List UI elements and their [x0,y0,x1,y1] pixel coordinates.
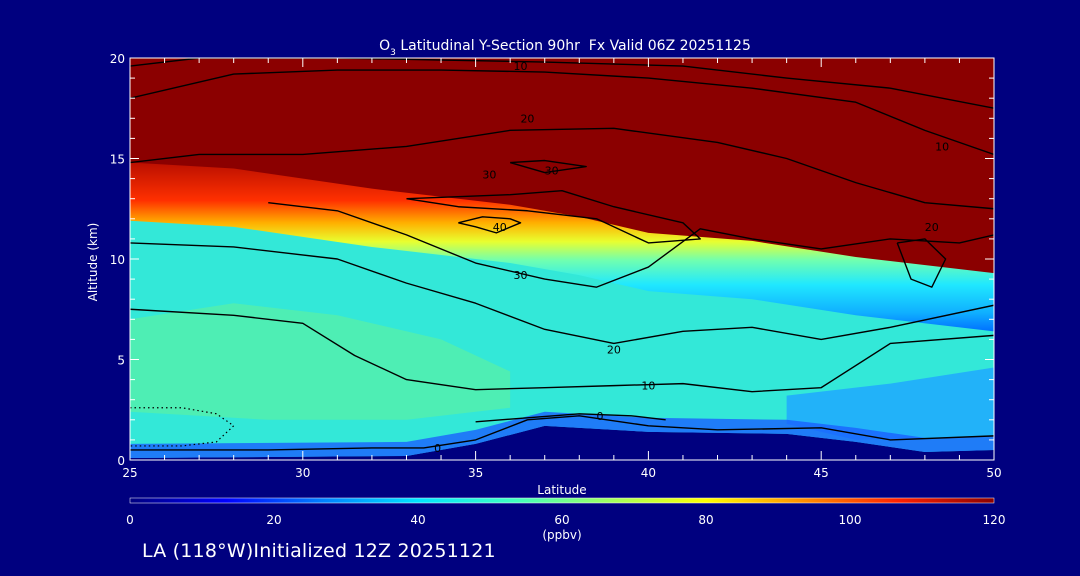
contour-label-20: 20 [520,112,534,125]
y-axis-label: Altitude (km) [86,223,100,302]
contour-label-0: 0 [597,410,604,423]
surface-halo-fill [130,411,994,458]
stratospheric-ozone-fill [130,58,994,274]
contour-line-30 [406,189,701,244]
contour-label-10: 10 [514,60,528,73]
contour-label-20: 20 [925,221,939,234]
ozone-field [130,58,994,460]
contour-label-30: 30 [545,165,559,178]
colorbar-tick-label: 40 [410,513,425,527]
y-tick-label: 20 [110,52,125,66]
contour-label-10: 10 [641,380,655,393]
colorbar: 0 20 40 60 80 100 120 [126,497,1006,527]
contour-label-20: 20 [607,343,621,356]
colorbar-tick-label: 60 [554,513,569,527]
colorbar-tick-label: 80 [698,513,713,527]
x-tick-label: 45 [814,466,829,480]
contour-line-30 [509,159,587,174]
contour-line-30 [268,202,994,288]
surface-minimum-fill [130,425,994,460]
contour-line-10 [130,308,994,393]
colorbar-tick-label: 100 [839,513,862,527]
chart-title: O3 Latitudinal Y-Section 90hr Fx Valid 0… [379,38,751,58]
contour-label-30: 30 [482,169,496,182]
x-tick-label: 40 [641,466,656,480]
contour-line-20 [896,238,947,288]
contour-line-10 [130,58,994,109]
colorbar-gradient [129,497,995,504]
contour-line-20 [130,242,994,345]
y-tick-label: 10 [110,253,125,267]
contour-lines [130,58,994,451]
x-tick-label: 35 [468,466,483,480]
contour-line-40 [458,216,522,234]
y-tick-label: 5 [117,354,125,368]
y-tick-label: 0 [117,454,125,468]
x-tick-label: 30 [295,466,310,480]
contour-line-20 [130,127,994,210]
colorbar-tick-label: 0 [126,513,134,527]
x-tick-label: 25 [122,466,137,480]
plot-area [130,58,994,460]
contour-labels: 0 0 10 20 30 40 30 30 20 10 10 20 [434,60,949,455]
colorbar-unit-label: (ppbv) [542,528,581,542]
axes: 25 30 35 40 45 50 0 5 10 15 20 [110,52,1002,480]
colorbar-tick-label: 20 [266,513,281,527]
contour-label-30: 30 [514,269,528,282]
contour-label-40: 40 [493,221,507,234]
contour-label-10: 10 [935,140,949,153]
low-level-ozone-band [130,303,511,420]
contour-label-0: 0 [434,442,441,455]
contour-line-10 [130,69,994,156]
initialization-footer: LA (118°W)Initialized 12Z 20251121 [142,540,496,562]
x-tick-label: 50 [986,466,1001,480]
tropopause-transition [130,144,994,332]
contour-line-0 [130,415,994,451]
low-ozone-pocket [786,367,994,440]
y-tick-label: 15 [110,153,125,167]
colorbar-tick-label: 120 [983,513,1006,527]
x-axis-label: Latitude [537,483,586,497]
contour-line-0 [475,413,666,423]
